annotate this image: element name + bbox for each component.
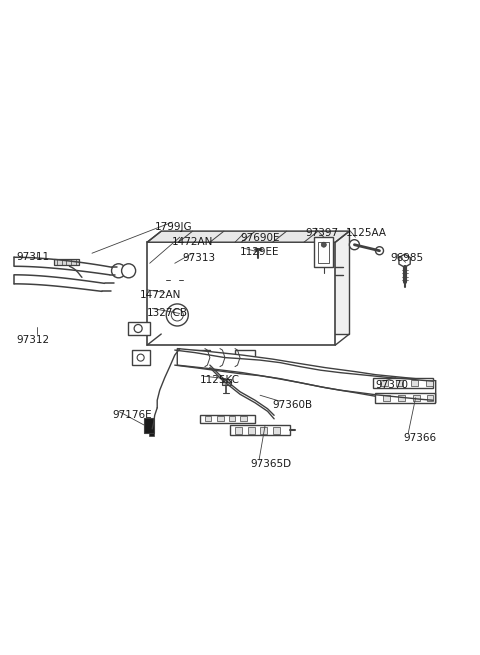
Text: 96985: 96985 (391, 253, 424, 263)
Polygon shape (128, 322, 150, 335)
Polygon shape (383, 395, 390, 401)
Text: 97311: 97311 (17, 252, 50, 262)
Polygon shape (132, 350, 150, 365)
Circle shape (111, 264, 126, 278)
Text: 97360B: 97360B (273, 400, 313, 410)
Polygon shape (413, 395, 420, 401)
Polygon shape (396, 380, 403, 386)
Polygon shape (381, 380, 388, 386)
Text: 97366: 97366 (403, 433, 436, 443)
Text: 97370: 97370 (375, 380, 408, 390)
Text: 97365D: 97365D (250, 459, 291, 469)
Text: 97313: 97313 (182, 253, 216, 263)
Text: 1472AN: 1472AN (172, 237, 214, 247)
Polygon shape (149, 433, 154, 436)
Polygon shape (190, 350, 210, 365)
Polygon shape (230, 425, 290, 436)
Polygon shape (147, 231, 349, 242)
Text: 97176E: 97176E (112, 410, 152, 421)
Text: 1799JG: 1799JG (155, 222, 192, 232)
Polygon shape (205, 417, 211, 421)
Text: 97690E: 97690E (240, 233, 279, 243)
Polygon shape (147, 242, 336, 345)
Polygon shape (217, 417, 224, 421)
Polygon shape (235, 427, 242, 434)
Text: 1125KC: 1125KC (200, 375, 240, 385)
Ellipse shape (162, 274, 182, 286)
Polygon shape (222, 379, 231, 385)
Polygon shape (260, 427, 267, 434)
Text: 1129EE: 1129EE (240, 247, 279, 257)
Polygon shape (410, 380, 418, 386)
Text: 1472AN: 1472AN (140, 290, 181, 300)
Circle shape (375, 247, 384, 255)
Polygon shape (273, 427, 280, 434)
Circle shape (121, 264, 136, 278)
Polygon shape (314, 237, 333, 267)
Polygon shape (427, 395, 433, 401)
Polygon shape (375, 393, 435, 403)
Polygon shape (240, 417, 247, 421)
Text: 97312: 97312 (17, 335, 50, 345)
Polygon shape (255, 255, 260, 259)
Polygon shape (248, 427, 254, 434)
Polygon shape (426, 380, 433, 386)
Polygon shape (398, 395, 405, 401)
Polygon shape (399, 254, 410, 267)
Circle shape (349, 240, 360, 250)
Circle shape (321, 242, 326, 247)
Polygon shape (177, 348, 436, 403)
Polygon shape (229, 417, 236, 421)
Circle shape (166, 304, 188, 326)
Polygon shape (373, 378, 433, 388)
Polygon shape (200, 415, 255, 423)
Text: 1327CB: 1327CB (147, 309, 188, 318)
Text: 97397: 97397 (305, 228, 338, 238)
Text: 1125AA: 1125AA (346, 228, 386, 238)
Polygon shape (161, 231, 349, 334)
Polygon shape (54, 259, 79, 265)
Polygon shape (144, 418, 154, 433)
Polygon shape (235, 350, 255, 365)
